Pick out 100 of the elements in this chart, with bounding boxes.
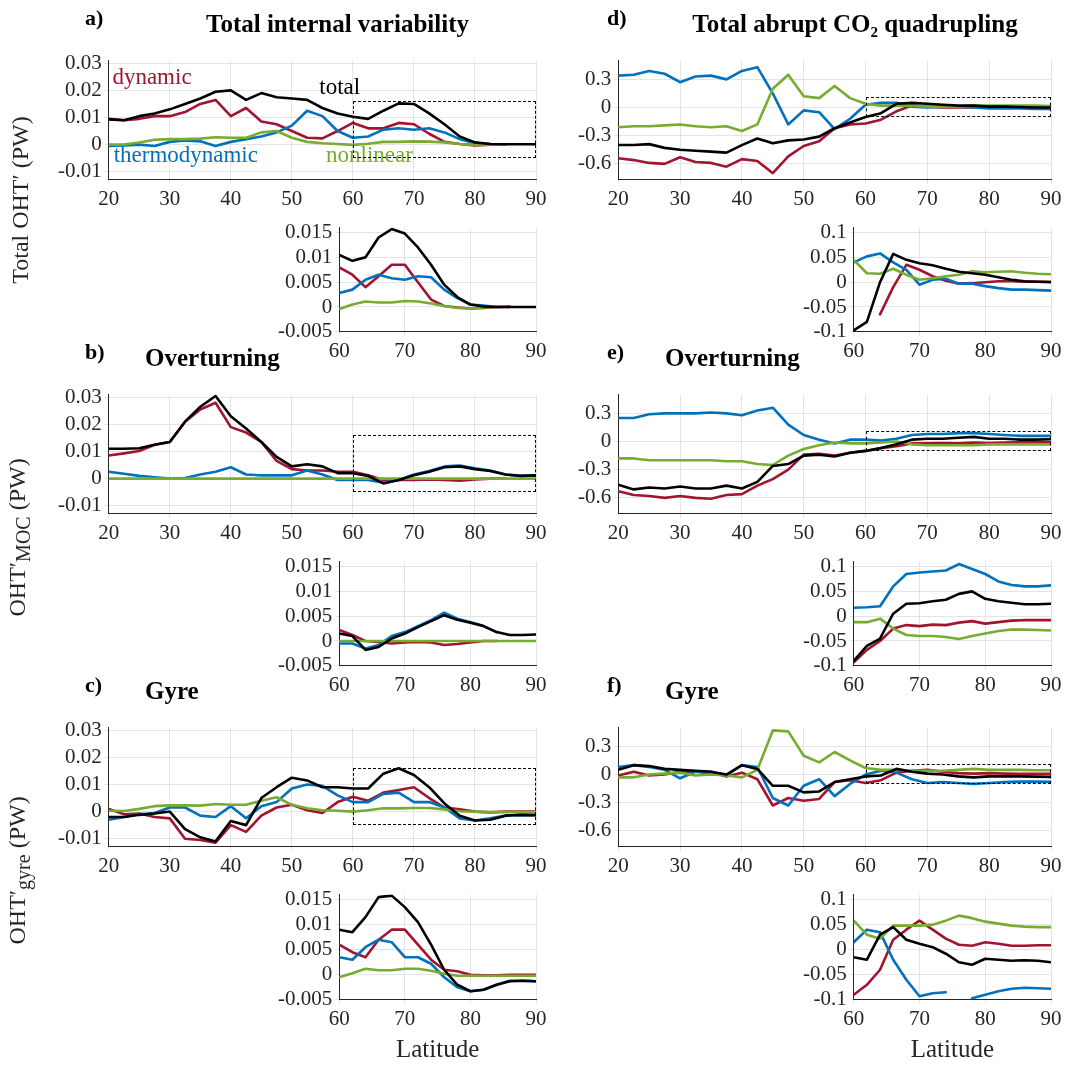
x-tick-label: 20 (607, 519, 629, 544)
x-tick-label: 20 (98, 185, 120, 210)
y-tick-label: 0 (91, 465, 102, 490)
x-tick-label: 80 (974, 1005, 996, 1030)
x-axis-title: Latitude (395, 1034, 480, 1062)
text: c) (85, 672, 103, 698)
y-tick-label: 0.01 (64, 771, 102, 796)
text: e) (607, 339, 625, 365)
x-tick-label: 80 (459, 671, 481, 696)
y-tick-label: 0 (600, 428, 612, 453)
y-tick-label: 0 (600, 761, 612, 786)
y-tick-label: 0.01 (64, 104, 102, 129)
x-tick-label: 90 (525, 671, 547, 696)
chart-title: Overturning (665, 344, 800, 372)
x-tick-label: 70 (403, 852, 425, 877)
y-tick-label: 0.05 (809, 243, 847, 268)
y-tick-label: 0.03 (64, 383, 102, 408)
y-tick-label: 0.3 (584, 732, 612, 757)
y-tick-label: 0.005 (284, 936, 333, 961)
x-tick-label: 70 (916, 852, 938, 877)
y-tick-label: 0 (321, 627, 333, 652)
x-tick-label: 50 (281, 519, 303, 544)
y-tick-label: 0.005 (284, 602, 333, 627)
x-tick-label: 40 (220, 519, 242, 544)
x-tick-label: 40 (731, 852, 753, 877)
y-tick-label: 0.03 (64, 49, 102, 74)
x-tick-label: 30 (159, 852, 181, 877)
x-tick-label: 30 (669, 852, 691, 877)
y-tick-label: -0.3 (577, 789, 612, 814)
y-tick-label: -0.6 (577, 817, 612, 842)
x-tick-label: 30 (159, 185, 181, 210)
x-tick-label: 70 (394, 671, 416, 696)
y-tick-label: 0 (321, 961, 333, 986)
y-tick-label: 0.02 (64, 76, 102, 101)
y-tick-label: -0.01 (57, 825, 102, 850)
y-tick-label: 0.03 (64, 716, 102, 741)
x-tick-label: 70 (916, 519, 938, 544)
y-tick-label: 0.01 (295, 243, 333, 268)
x-tick-label: 30 (159, 519, 181, 544)
x-tick-label: 90 (525, 852, 547, 877)
x-tick-label: 80 (459, 337, 481, 362)
y-tick-label: 0 (91, 798, 102, 823)
x-tick-label: 30 (669, 519, 691, 544)
x-tick-label: 60 (855, 519, 877, 544)
y-tick-label: 0.1 (820, 219, 847, 244)
x-tick-label: 50 (793, 519, 815, 544)
x-tick-label: 60 (342, 852, 364, 877)
x-tick-label: 90 (525, 1005, 547, 1030)
x-tick-label: 90 (1040, 337, 1062, 362)
y-tick-label: 0.1 (820, 553, 847, 578)
x-tick-label: 80 (974, 337, 996, 362)
x-tick-label: 80 (978, 185, 1000, 210)
y-tick-label: 0.1 (820, 886, 847, 911)
text: d) (607, 5, 627, 31)
x-tick-label: 40 (220, 852, 242, 877)
x-tick-label: 70 (916, 185, 938, 210)
y-tick-label: 0 (600, 94, 612, 119)
x-tick-label: 20 (98, 519, 120, 544)
y-tick-label: 0.01 (295, 911, 333, 936)
x-tick-label: 40 (731, 519, 753, 544)
x-tick-label: 80 (464, 185, 486, 210)
y-tick-label: -0.3 (577, 456, 612, 481)
x-tick-label: 50 (281, 852, 303, 877)
x-tick-label: 90 (1040, 519, 1062, 544)
y-tick-label: 0.05 (809, 911, 847, 936)
x-tick-label: 50 (281, 185, 303, 210)
y-tick-label: -0.05 (802, 293, 847, 318)
x-tick-label: 80 (978, 852, 1000, 877)
y-tick-label: 0.05 (809, 577, 847, 602)
y-tick-label: 0 (91, 131, 102, 156)
x-tick-label: 90 (525, 519, 547, 544)
x-tick-label: 70 (909, 671, 930, 696)
x-tick-label: 70 (909, 337, 930, 362)
y-tick-label: -0.01 (57, 158, 102, 183)
chart-title: Gyre (145, 677, 199, 705)
y-tick-label: 0.015 (284, 886, 333, 911)
x-tick-label: 70 (394, 337, 416, 362)
x-tick-label: 40 (731, 185, 753, 210)
x-tick-label: 60 (855, 185, 877, 210)
x-tick-label: 70 (394, 1005, 416, 1030)
x-tick-label: 90 (525, 337, 547, 362)
x-tick-label: 70 (403, 519, 425, 544)
x-tick-label: 80 (464, 852, 486, 877)
text: b) (85, 339, 105, 365)
text: a) (85, 5, 104, 31)
y-tick-label: -0.01 (57, 492, 102, 517)
x-tick-label: 90 (1040, 671, 1062, 696)
x-tick-label: 20 (98, 852, 120, 877)
chart-title: Total abrupt CO₂ quadrupling (691, 10, 1019, 38)
text: f) (607, 672, 622, 698)
x-tick-label: 80 (464, 519, 486, 544)
y-tick-label: -0.6 (577, 484, 612, 509)
x-tick-label: 20 (607, 852, 629, 877)
y-tick-label: 0.3 (584, 65, 612, 90)
x-axis-title: Latitude (910, 1034, 995, 1062)
x-tick-label: 40 (220, 185, 242, 210)
x-tick-label: 80 (978, 519, 1000, 544)
y-tick-label: 0.01 (295, 577, 333, 602)
x-tick-label: 70 (403, 185, 425, 210)
x-tick-label: 80 (459, 1005, 481, 1030)
